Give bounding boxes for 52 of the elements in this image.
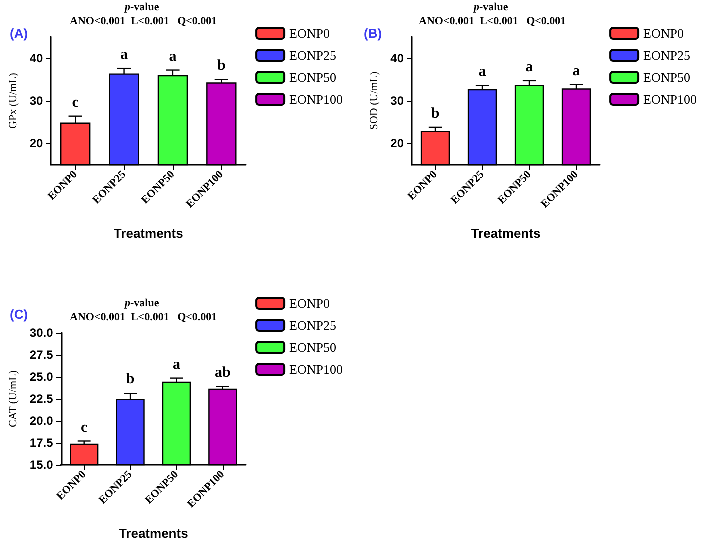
y-tick-label: 22.5 (30, 392, 54, 406)
y-tick-label: 15.0 (30, 458, 54, 472)
annotation: a (169, 48, 178, 65)
legend-label: EONP50 (644, 70, 691, 85)
annotation: a (172, 356, 181, 373)
text: ANO<0.001 L<0.001 Q<0.001 (70, 16, 218, 28)
annotation: c (81, 420, 88, 436)
annotation: a (478, 64, 487, 80)
text: p-value (473, 2, 508, 14)
y-axis-title: GPx (U/mL) (8, 72, 20, 129)
annotation: b (126, 371, 135, 388)
legend-label: EONP100 (290, 92, 344, 107)
chart-title: (C) (10, 307, 28, 322)
annotation: a (572, 63, 581, 80)
annotation: b (431, 106, 440, 122)
legend-label: EONP0 (290, 26, 330, 41)
y-tick-label: 30 (30, 94, 44, 108)
annotation: a (526, 59, 534, 76)
legend-label: EONP0 (290, 296, 330, 311)
legend-label: EONP0 (644, 26, 684, 41)
y-tick-label: 20 (390, 136, 404, 151)
y-tick-label: 20 (30, 136, 44, 151)
chart-title: (A) (10, 26, 28, 41)
text: p-value (124, 298, 160, 310)
legend-label: EONP100 (290, 362, 344, 377)
annotation: ab (214, 365, 231, 382)
legend-label: EONP50 (290, 340, 337, 355)
annotation: c (72, 94, 80, 111)
y-tick-label: 30 (390, 94, 404, 108)
legend-label: EONP50 (290, 70, 337, 85)
x-axis-title: Treatments (118, 526, 188, 541)
text: ANO<0.001 L<0.001 Q<0.001 (70, 312, 218, 324)
y-tick-label: 25.0 (30, 370, 54, 384)
legend-label: EONP25 (644, 48, 691, 63)
x-axis-title: Treatments (471, 226, 541, 241)
annotation: a (120, 47, 129, 64)
text: ANO<0.001 L<0.001 Q<0.001 (419, 16, 566, 28)
y-axis-title: SOD (U/mL) (368, 71, 380, 130)
y-tick-label: 27.5 (30, 348, 54, 362)
y-axis-title: CAT (U/mL) (8, 370, 20, 428)
annotation: b (217, 58, 226, 74)
text: p-value (124, 2, 160, 14)
legend-label: EONP25 (290, 48, 337, 63)
y-tick-label: 40 (390, 51, 404, 66)
chart-title: (B) (364, 26, 382, 41)
y-tick-label: 40 (30, 51, 44, 66)
y-tick-label: 20.0 (30, 414, 54, 428)
legend-label: EONP100 (644, 92, 698, 107)
y-tick-label: 30.0 (30, 326, 54, 340)
y-tick-label: 17.5 (30, 436, 54, 450)
legend-label: EONP25 (290, 318, 337, 333)
x-axis-title: Treatments (114, 226, 184, 241)
